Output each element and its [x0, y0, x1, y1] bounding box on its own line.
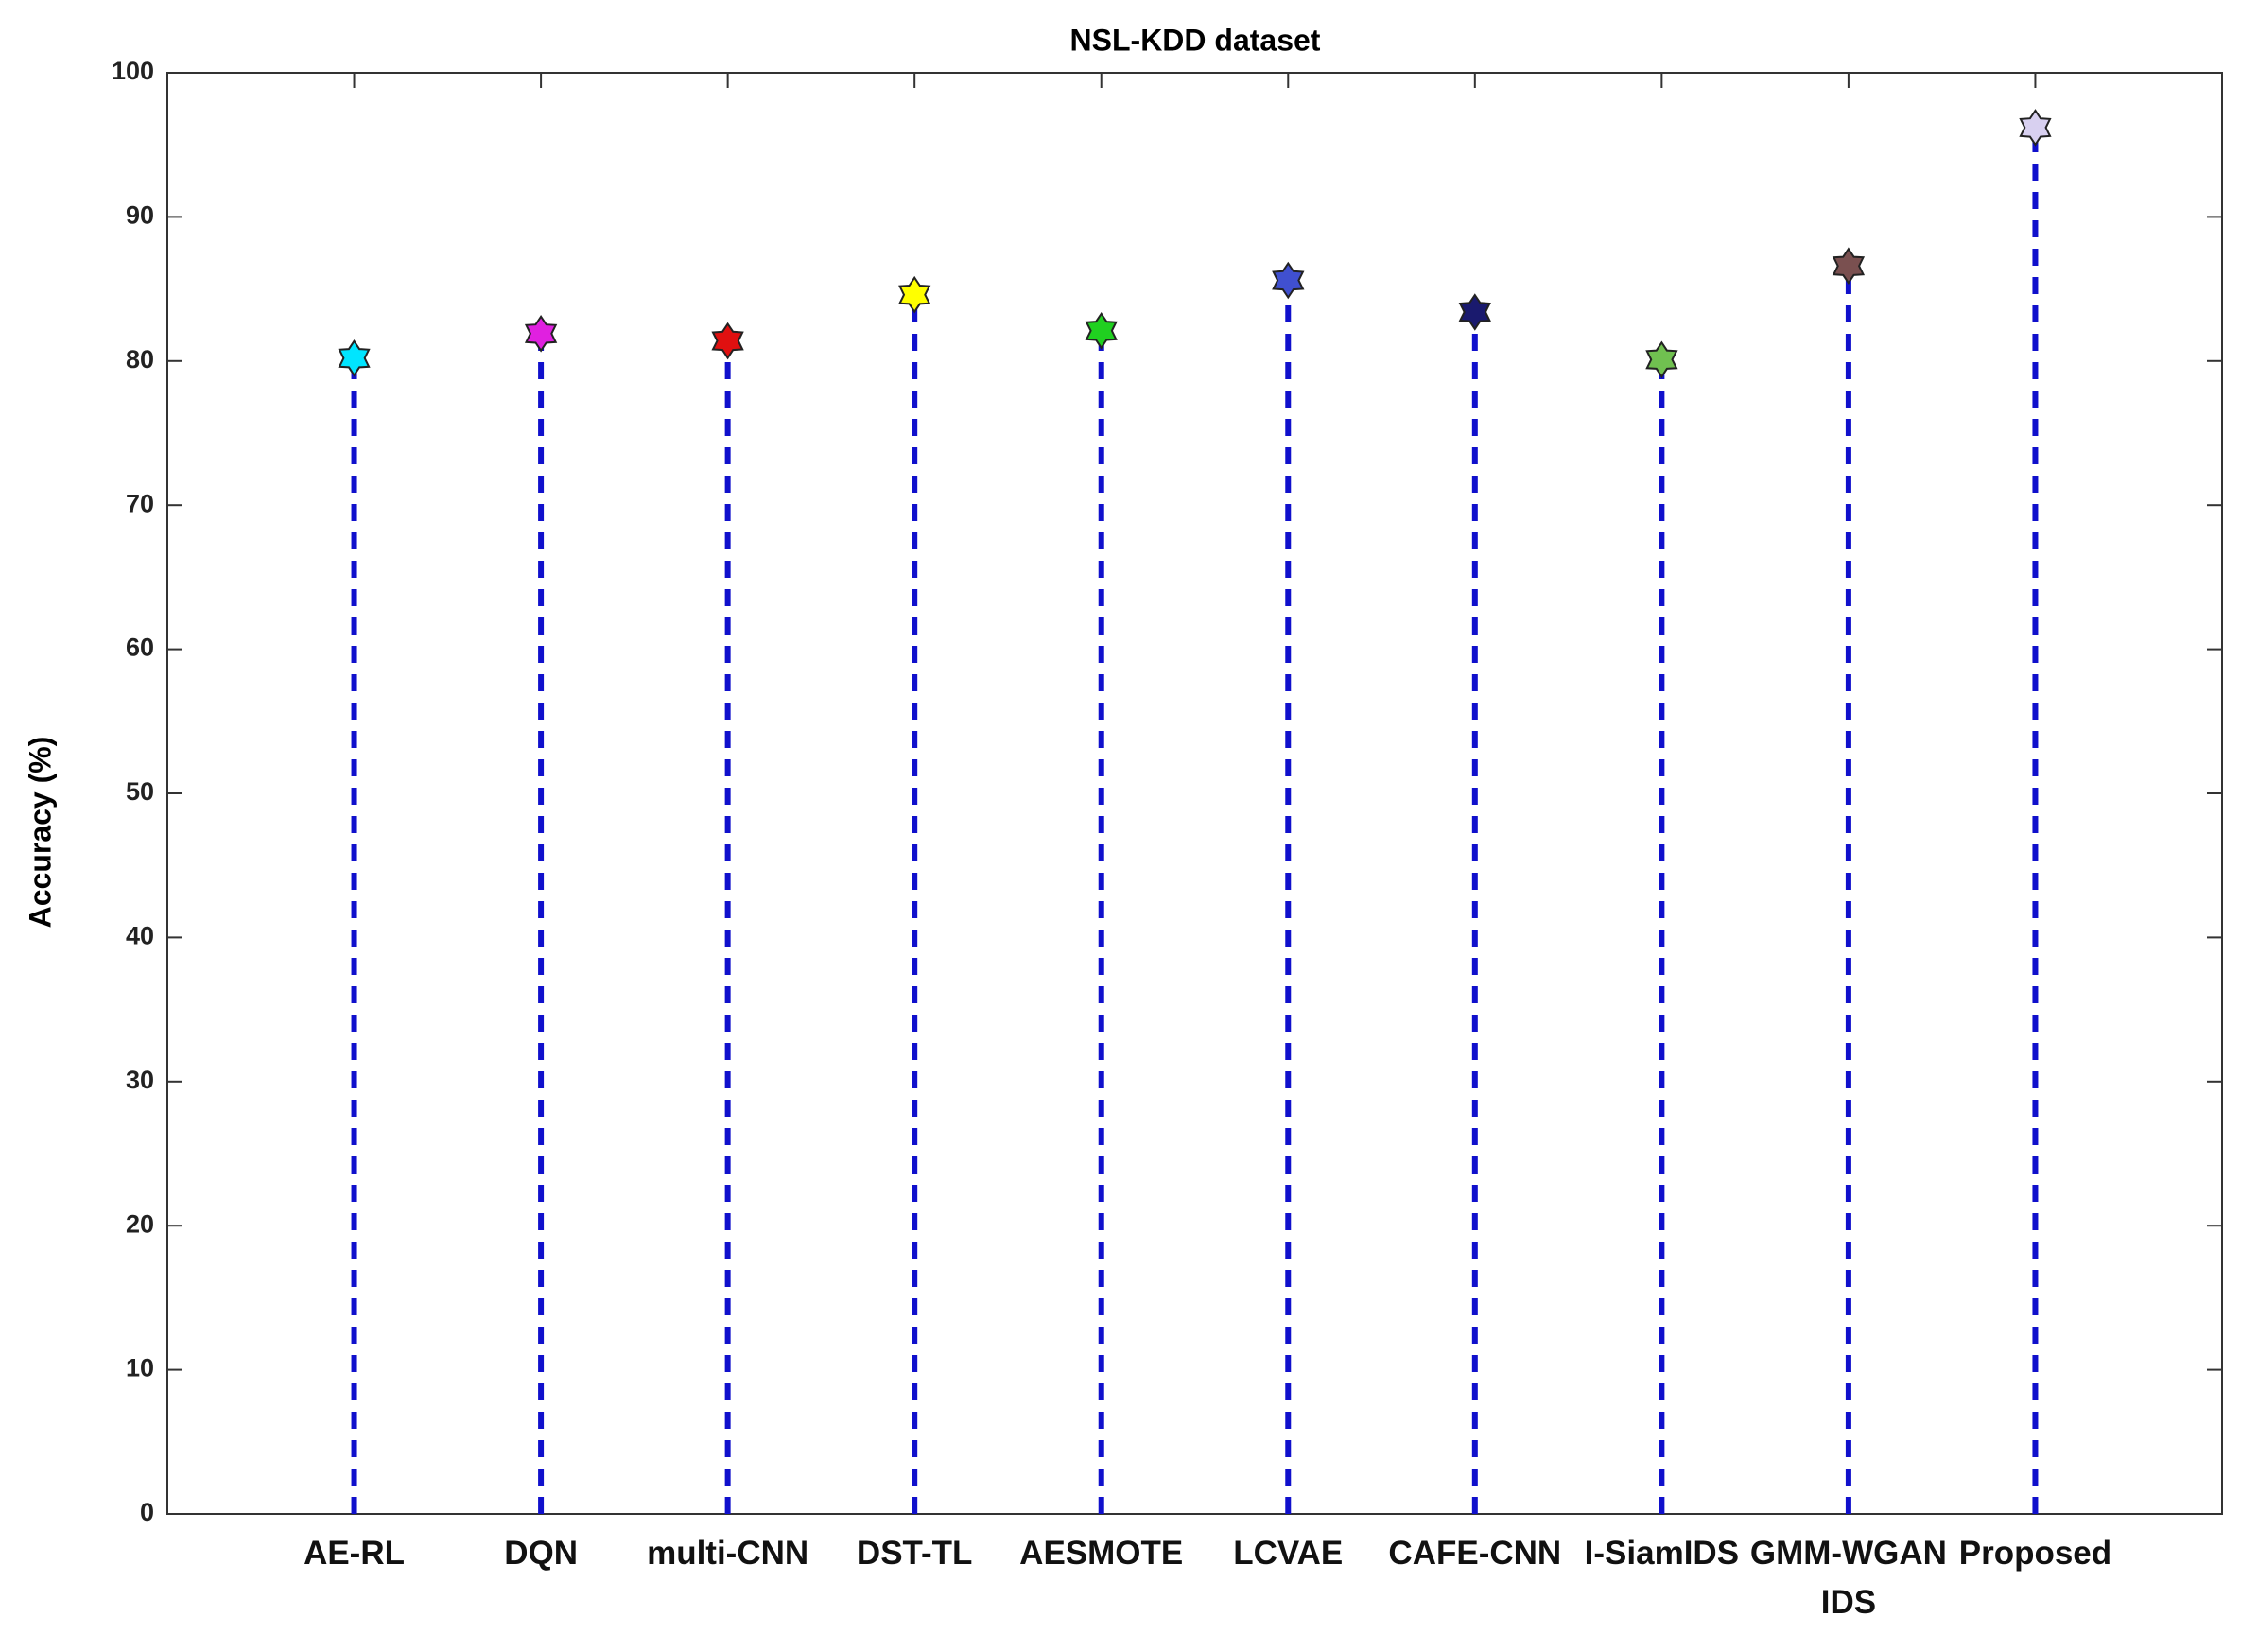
x-tick-label: DST-TL: [856, 1535, 973, 1572]
y-tick-label: 80: [126, 345, 154, 374]
marker: [2019, 109, 2052, 147]
marker: [1272, 261, 1305, 300]
y-tick-label: 10: [126, 1354, 154, 1382]
chart-title: NSL-KDD dataset: [1070, 23, 1321, 57]
x-tick-label: LCVAE: [1233, 1535, 1344, 1572]
x-tick-label: multi-CNN: [647, 1535, 809, 1572]
y-tick-label: 60: [126, 634, 154, 662]
y-tick-label: 100: [112, 57, 154, 85]
x-tick-label: GMM-WGAN IDS: [1749, 1535, 1947, 1621]
plot-frame: [166, 72, 2223, 1515]
x-tick-label: CAFE-CNN: [1388, 1535, 1562, 1572]
marker: [1085, 312, 1118, 350]
y-tick-label: 30: [126, 1066, 154, 1094]
marker: [1832, 247, 1866, 285]
marker: [1458, 293, 1491, 331]
x-tick-label: DQN: [504, 1535, 578, 1572]
y-tick-label: 50: [126, 777, 154, 806]
x-tick-label: AE-RL: [304, 1535, 405, 1572]
y-tick-label: 20: [126, 1209, 154, 1238]
marker: [711, 322, 744, 360]
x-tick-label: Proposed: [1958, 1535, 2112, 1572]
marker: [524, 314, 558, 353]
marker: [338, 339, 371, 377]
marker: [898, 275, 931, 314]
y-tick-label: 0: [140, 1498, 154, 1526]
y-tick-label: 40: [126, 922, 154, 950]
y-axis-label: Accuracy (%): [23, 737, 57, 929]
x-tick-label: I-SiamIDS: [1584, 1535, 1740, 1572]
y-tick-label: 70: [126, 489, 154, 517]
x-tick-label: AESMOTE: [1019, 1535, 1184, 1572]
marker: [1645, 340, 1678, 379]
y-tick-label: 90: [126, 201, 154, 230]
